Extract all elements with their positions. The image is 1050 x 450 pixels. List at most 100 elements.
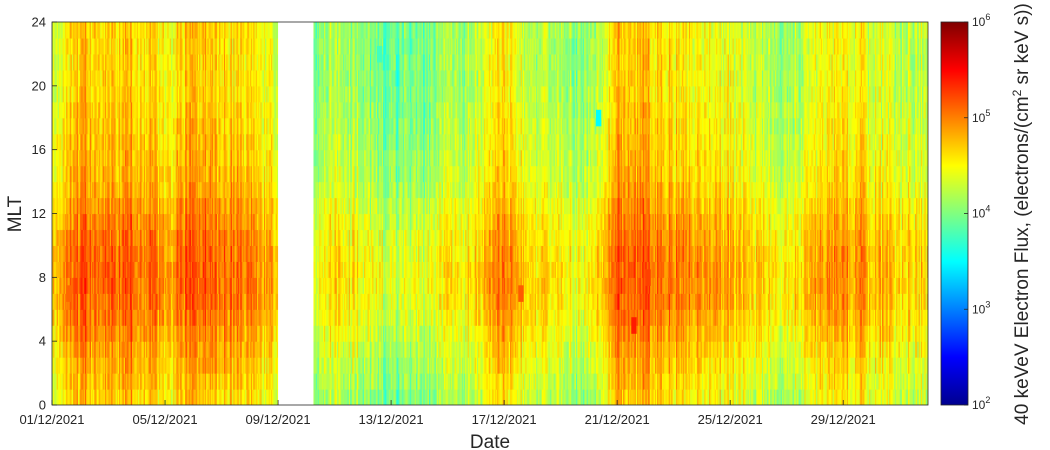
heatmap-cell [175, 293, 178, 310]
heatmap-cell [262, 277, 265, 294]
heatmap-cell [318, 85, 320, 103]
heatmap-cell [64, 181, 67, 199]
heatmap-cell [115, 309, 118, 326]
heatmap-cell [329, 101, 332, 119]
heatmap-cell [255, 229, 258, 247]
heatmap-cell [94, 69, 97, 87]
heatmap-cell [53, 357, 55, 374]
heatmap-cell [271, 149, 273, 167]
heatmap-cell [77, 373, 80, 390]
heatmap-cell [182, 229, 185, 247]
heatmap-cell [66, 213, 68, 231]
heatmap-cell [245, 149, 247, 167]
heatmap-cell [52, 245, 54, 262]
heatmap-cell [82, 245, 85, 262]
heatmap-cell [74, 389, 77, 405]
heatmap-cell [132, 261, 134, 278]
heatmap-cell [235, 357, 238, 374]
heatmap-cell [140, 341, 143, 358]
heatmap-cell [64, 85, 67, 103]
heatmap-cell [90, 261, 93, 278]
heatmap-cell [329, 277, 332, 294]
heatmap-cell [252, 69, 254, 87]
heatmap-cell [84, 341, 87, 358]
heatmap-cell [115, 133, 118, 151]
heatmap-cell [146, 373, 148, 390]
heatmap-cell [165, 357, 167, 374]
heatmap-cell [69, 245, 72, 262]
heatmap-cell [95, 197, 98, 215]
heatmap-cell [196, 181, 199, 199]
heatmap-cell [218, 101, 220, 119]
heatmap-cell [200, 229, 203, 247]
heatmap-cell [274, 261, 277, 278]
heatmap-cell [163, 85, 166, 103]
heatmap-cell [82, 229, 85, 247]
heatmap-cell [88, 197, 91, 215]
heatmap-cell [99, 389, 101, 405]
heatmap-cell [216, 149, 219, 167]
heatmap-cell [223, 181, 226, 199]
heatmap-cell [75, 181, 78, 199]
heatmap-cell [234, 357, 237, 374]
heatmap-cell [110, 373, 113, 390]
heatmap-cell [132, 69, 134, 87]
heatmap-cell [136, 213, 139, 231]
heatmap-cell [145, 309, 147, 326]
heatmap-cell [206, 277, 209, 294]
heatmap-cell [123, 37, 126, 55]
heatmap-cell [156, 181, 159, 199]
heatmap-cell [271, 37, 273, 55]
heatmap-cell [83, 165, 86, 183]
heatmap-cell [234, 69, 237, 87]
heatmap-cell [180, 229, 183, 247]
heatmap-cell [156, 85, 159, 103]
heatmap-cell [62, 261, 65, 278]
heatmap-cell [234, 181, 237, 199]
heatmap-cell [226, 325, 229, 342]
heatmap-cell [110, 117, 113, 135]
heatmap-cell [176, 277, 179, 294]
heatmap-cell [113, 69, 116, 87]
heatmap-cell [102, 53, 105, 71]
heatmap-cell [267, 197, 270, 215]
heatmap-cell [276, 101, 279, 119]
heatmap-cell [245, 117, 247, 135]
heatmap-cell [160, 213, 163, 231]
heatmap-cell [263, 133, 266, 151]
heatmap-cell [139, 357, 141, 374]
heatmap-cell [128, 197, 131, 215]
heatmap-cell [220, 245, 223, 262]
heatmap-cell [76, 133, 79, 151]
heatmap-cell [253, 309, 256, 326]
heatmap-cell [174, 101, 177, 119]
heatmap-cell [314, 37, 317, 55]
heatmap-cell [227, 229, 230, 247]
heatmap-cell [241, 309, 244, 326]
heatmap-cell [276, 389, 279, 405]
heatmap-cell [331, 133, 333, 151]
heatmap-cell [166, 341, 168, 358]
heatmap-cell [201, 133, 204, 151]
heatmap-cell [113, 37, 116, 55]
heatmap-cell [316, 85, 319, 103]
heatmap-cell [129, 197, 132, 215]
heatmap-cell [152, 277, 154, 294]
heatmap-cell [248, 197, 251, 215]
heatmap-cell [194, 117, 197, 135]
heatmap-cell [60, 117, 63, 135]
heatmap-cell [181, 357, 184, 374]
heatmap-cell [192, 101, 194, 119]
heatmap-cell [177, 117, 180, 135]
heatmap-cell [154, 133, 157, 151]
heatmap-cell [133, 53, 136, 71]
heatmap-cell [254, 373, 257, 390]
heatmap-cell [87, 309, 90, 326]
heatmap-cell [76, 53, 79, 71]
heatmap-cell [329, 213, 332, 231]
heatmap-cell [185, 261, 187, 278]
heatmap-cell [83, 293, 86, 310]
heatmap-cell [195, 293, 198, 310]
heatmap-cell [232, 101, 234, 119]
heatmap-cell [218, 325, 220, 342]
